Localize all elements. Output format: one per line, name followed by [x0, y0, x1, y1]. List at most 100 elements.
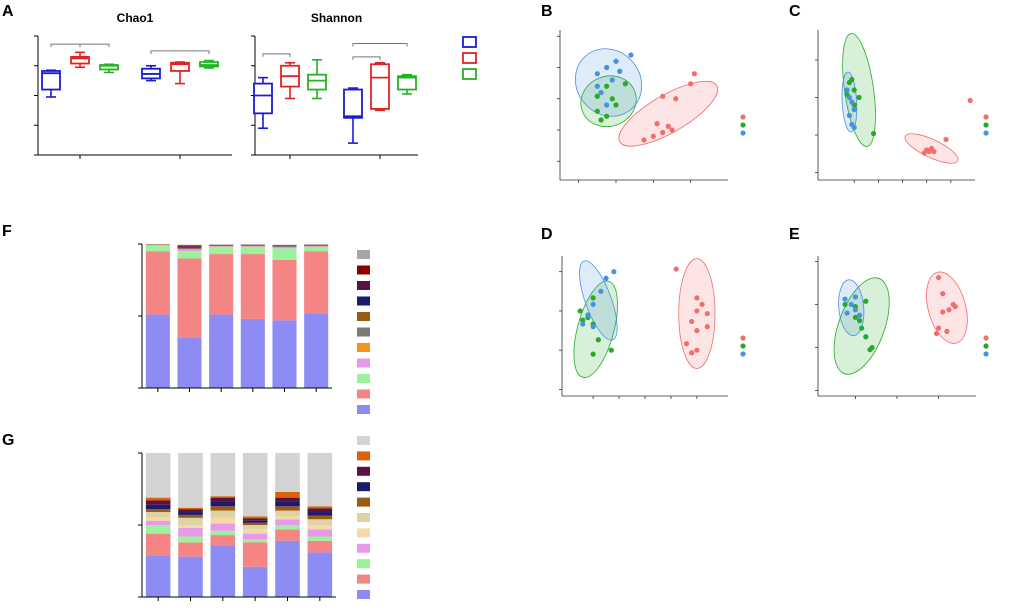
- genus-bar-segment: [145, 533, 171, 556]
- pca_e-point-H-10: [863, 298, 869, 304]
- pca_e-axes: [817, 256, 976, 397]
- pca_b-point-B-10: [665, 123, 671, 129]
- genus-bar-segment: [242, 516, 268, 519]
- box-iqr: [397, 75, 417, 91]
- panel-label-d: D: [541, 226, 553, 243]
- genus-bar-segment: [178, 517, 203, 525]
- pca_b-ellipse-B-10: [618, 80, 719, 147]
- genus-legend-swatch: [357, 451, 370, 461]
- pca_c-point-L-21: [870, 130, 877, 137]
- legend-swatch-low-dose: [462, 52, 477, 64]
- phylum-bar-segment: [209, 254, 234, 315]
- pca_b-legend-marker: [740, 114, 746, 120]
- panel-label-b: B: [541, 3, 553, 20]
- pca_e-point-H-21: [844, 310, 850, 316]
- pca_c-point-L-21: [856, 94, 862, 101]
- genus-bar-segment: [307, 529, 333, 537]
- phylum-bar-segment: [272, 320, 297, 388]
- genus-bar-segment: [145, 512, 171, 518]
- chao1-box: [170, 61, 190, 85]
- genus-bar-segment: [307, 453, 333, 507]
- pca_b-point-B-10: [654, 121, 660, 127]
- box-iqr: [70, 55, 90, 65]
- pca_e-point-H-0: [935, 274, 942, 281]
- shannon-box: [397, 73, 417, 95]
- pca_c-legend-marker: [983, 122, 989, 128]
- genus-bar-segment: [275, 516, 300, 520]
- pca_b-point-H-10: [609, 77, 615, 83]
- genus-legend-swatch: [357, 513, 370, 522]
- box-iqr: [343, 88, 363, 119]
- genus-bar-segment: [242, 520, 268, 523]
- pca_d-point-L-10: [577, 308, 583, 314]
- pca_d-point-L-0: [694, 347, 700, 353]
- phylum-bar-segment: [272, 247, 297, 249]
- phylum-legend-swatch: [357, 281, 370, 290]
- pca_b-point-H-10: [604, 102, 610, 108]
- pca_c-legend-marker: [983, 130, 989, 136]
- pca_b-point-L-10: [622, 81, 628, 87]
- pca_c-point-B-21: [943, 136, 949, 143]
- pca_e-point-H-10: [863, 334, 869, 340]
- genus-bar-segment: [178, 542, 203, 557]
- genus-bar-segment: [210, 535, 236, 546]
- phylum-bar-segment: [209, 244, 234, 245]
- pca_e-point-H-10: [852, 314, 859, 320]
- pca_e-point-H-0: [935, 325, 942, 331]
- pca_b-point-H-10: [594, 71, 600, 77]
- shannon-box: [370, 61, 390, 112]
- pca_e-point-H-0: [940, 309, 946, 315]
- genus-bar-segment: [242, 525, 268, 530]
- pca_b-point-B-10: [660, 93, 666, 99]
- pca_d-point-L-10: [608, 347, 614, 353]
- pca_b-point-B-10: [641, 137, 647, 143]
- pca_b-point-B-10: [660, 129, 666, 136]
- pca_d-legend-marker: [740, 343, 746, 349]
- box-iqr: [370, 63, 390, 110]
- pca_b-point-L-10: [609, 96, 615, 102]
- genus-bar-segment: [275, 453, 300, 492]
- phylum-bar-segment: [177, 246, 202, 248]
- genus-bar-segment: [210, 453, 236, 497]
- phylum-legend-swatch: [357, 327, 370, 337]
- genus-legend-swatch: [357, 574, 370, 584]
- genus-bar-segment: [307, 552, 333, 597]
- phylum-bar-segment: [177, 248, 202, 250]
- genus-legend-swatch: [357, 497, 370, 507]
- phylum-legend-swatch: [357, 296, 370, 306]
- pca_d-point-L-0: [689, 318, 695, 325]
- genus-bar-segment: [178, 556, 203, 597]
- pca_d-point-L-21: [585, 312, 591, 318]
- genus-bar-segment: [178, 509, 203, 513]
- genus-bar-segment: [307, 506, 333, 509]
- pca_d-point-L-21: [590, 324, 596, 330]
- pca_d-point-L-0: [694, 295, 700, 301]
- chao1-title: Chao1: [117, 11, 154, 25]
- pca_b-point-H-10: [598, 89, 604, 96]
- pca_c-point-H-21: [844, 87, 850, 93]
- pca_d-legend-marker: [740, 335, 746, 341]
- pca_c-point-B-21: [931, 148, 937, 155]
- genus-bar-segment: [210, 497, 236, 502]
- pca_e-point-H-21: [852, 307, 859, 313]
- panel-label-a: A: [2, 3, 14, 20]
- genus-legend-swatch: [357, 436, 370, 445]
- genus-bar-segment: [210, 510, 236, 518]
- pca_c-point-H-21: [846, 112, 853, 119]
- genus-bar-segment: [145, 555, 171, 597]
- phylum-legend-swatch: [357, 343, 370, 352]
- chao1-box: [41, 69, 61, 98]
- genus-bar-segment: [242, 566, 268, 597]
- genus-bar-segment: [178, 525, 203, 528]
- genus-bar-segment: [275, 501, 300, 507]
- pca_c-point-H-21: [851, 124, 857, 131]
- genus-bar-segment: [275, 497, 300, 502]
- phylum-bar-segment: [145, 251, 170, 315]
- phylum-legend-swatch: [357, 389, 370, 399]
- pca_e-legend-marker: [983, 343, 989, 349]
- pca_b-point-B-10: [691, 71, 698, 77]
- pca_e-point-H-10: [842, 301, 848, 308]
- genus-bar-segment: [145, 504, 171, 510]
- pca_b-point-H-10: [628, 52, 634, 58]
- genus-bar-segment: [307, 519, 333, 525]
